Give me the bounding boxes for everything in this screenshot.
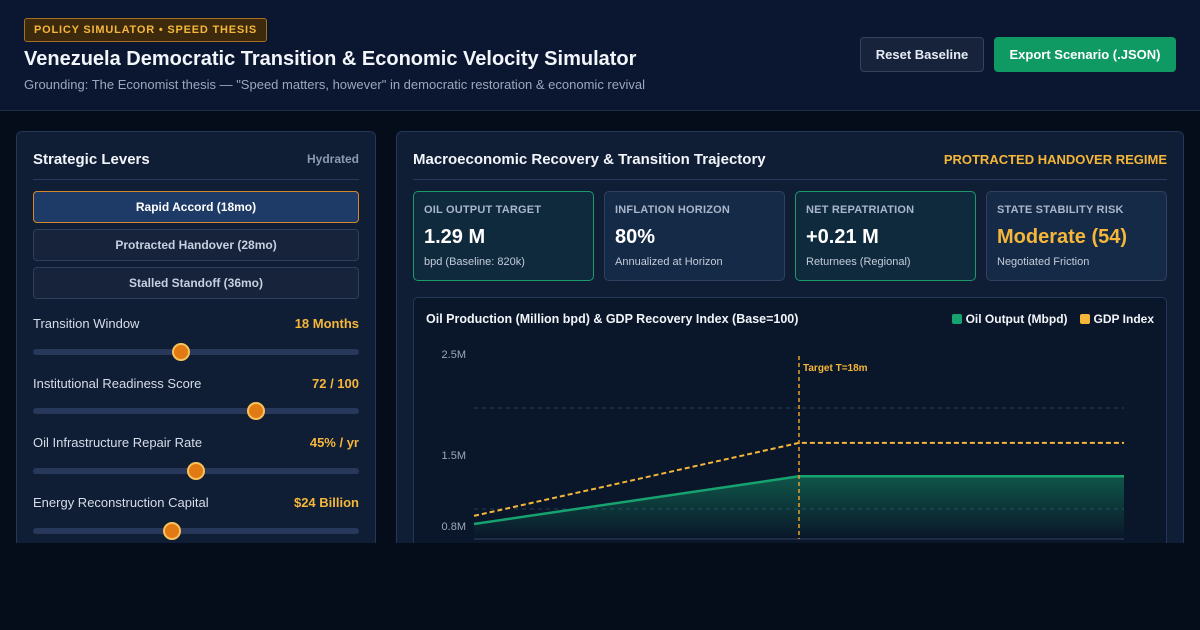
oil-area xyxy=(474,476,1124,539)
page-title: Venezuela Democratic Transition & Econom… xyxy=(24,48,637,70)
kpi-subtext: Annualized at Horizon xyxy=(615,256,723,268)
simulator-badge: POLICY SIMULATOR • SPEED THESIS xyxy=(24,18,268,42)
trajectory-divider xyxy=(413,179,1167,180)
page-subtitle: Grounding: The Economist thesis — "Speed… xyxy=(24,77,645,92)
export-scenario-button[interactable]: Export Scenario (.JSON) xyxy=(994,37,1176,72)
kpi-card-stability-risk: STATE STABILITY RISK Moderate (54) Negot… xyxy=(986,191,1167,281)
oil-repair-rate-value: 45% / yr xyxy=(309,435,359,450)
scenario-protracted-handover-button[interactable]: Protracted Handover (28mo) xyxy=(33,229,359,261)
institutional-readiness-label: Institutional Readiness Score xyxy=(33,376,202,391)
institutional-readiness-thumb[interactable] xyxy=(247,402,266,420)
legend-label-gdp: GDP Index xyxy=(1093,312,1154,326)
legend-item-oil: Oil Output (Mbpd) xyxy=(951,312,1068,326)
scenario-stalled-standoff-button[interactable]: Stalled Standoff (36mo) xyxy=(33,267,359,299)
target-marker-label: Target T=18m xyxy=(803,363,868,374)
kpi-subtext: bpd (Baseline: 820k) xyxy=(424,256,525,268)
legend-label-oil: Oil Output (Mbpd) xyxy=(965,312,1068,326)
oil-repair-rate-label: Oil Infrastructure Repair Rate xyxy=(33,435,203,450)
energy-capital-label: Energy Reconstruction Capital xyxy=(33,495,209,510)
kpi-value: 1.29 M xyxy=(424,226,486,248)
oil-swatch-icon xyxy=(951,314,962,324)
kpi-card-repatriation: NET REPATRIATION +0.21 M Returnees (Regi… xyxy=(795,191,976,281)
chart-legend: Oil Output (Mbpd) GDP Index xyxy=(951,312,1154,326)
chart-canvas: 2.5M 1.5M 0.8M Target T=18m xyxy=(442,349,1124,540)
kpi-value: Moderate (54) xyxy=(997,226,1128,248)
y-tick-label: 0.8M xyxy=(442,521,466,533)
scenario-rapid-accord-button[interactable]: Rapid Accord (18mo) xyxy=(33,191,359,223)
chart-title: Oil Production (Million bpd) & GDP Recov… xyxy=(426,312,799,326)
y-tick-label: 1.5M xyxy=(442,450,466,462)
energy-capital-thumb[interactable] xyxy=(162,522,181,540)
kpi-label: NET REPATRIATION xyxy=(806,204,915,216)
energy-capital-value: $24 Billion xyxy=(293,495,359,510)
hydrated-status: Hydrated xyxy=(306,152,359,166)
trajectory-title: Macroeconomic Recovery & Transition Traj… xyxy=(413,151,766,168)
kpi-card-oil-output: OIL OUTPUT TARGET 1.29 M bpd (Baseline: … xyxy=(413,191,594,281)
transition-window-slider[interactable] xyxy=(33,343,359,361)
kpi-label: INFLATION HORIZON xyxy=(615,204,731,216)
kpi-value: 80% xyxy=(615,226,656,248)
institutional-readiness-slider[interactable] xyxy=(33,402,359,420)
viewport-bottom xyxy=(0,543,1200,630)
recovery-chart: 2.5M 1.5M 0.8M Target T=18m Oil Production … xyxy=(413,297,1167,557)
regime-label: PROTRACTED HANDOVER REGIME xyxy=(943,152,1167,167)
energy-capital-slider[interactable] xyxy=(33,522,359,540)
y-tick-label: 2.5M xyxy=(442,349,466,361)
transition-window-thumb[interactable] xyxy=(172,343,191,361)
transition-window-value: 18 Months xyxy=(294,316,359,331)
levers-divider xyxy=(33,179,359,180)
kpi-subtext: Negotiated Friction xyxy=(997,256,1090,268)
trajectory-panel: Macroeconomic Recovery & Transition Traj… xyxy=(396,131,1184,557)
kpi-value: +0.21 M xyxy=(806,226,879,248)
oil-repair-rate-slider[interactable] xyxy=(33,462,359,480)
transition-window-label: Transition Window xyxy=(33,316,140,331)
legend-item-gdp: GDP Index xyxy=(1079,312,1154,326)
kpi-label: STATE STABILITY RISK xyxy=(997,204,1124,216)
levers-title: Strategic Levers xyxy=(33,151,150,168)
oil-repair-rate-thumb[interactable] xyxy=(187,462,205,480)
kpi-card-inflation: INFLATION HORIZON 80% Annualized at Hori… xyxy=(604,191,785,281)
strategic-levers-panel: Strategic Levers Hydrated Rapid Accord (… xyxy=(16,131,376,551)
kpi-label: OIL OUTPUT TARGET xyxy=(424,204,542,216)
reset-baseline-button[interactable]: Reset Baseline xyxy=(860,37,984,72)
institutional-readiness-value: 72 / 100 xyxy=(312,376,359,391)
kpi-subtext: Returnees (Regional) xyxy=(806,256,911,268)
app-header: POLICY SIMULATOR • SPEED THESIS Venezuel… xyxy=(0,0,1200,111)
gdp-swatch-icon xyxy=(1079,314,1090,324)
